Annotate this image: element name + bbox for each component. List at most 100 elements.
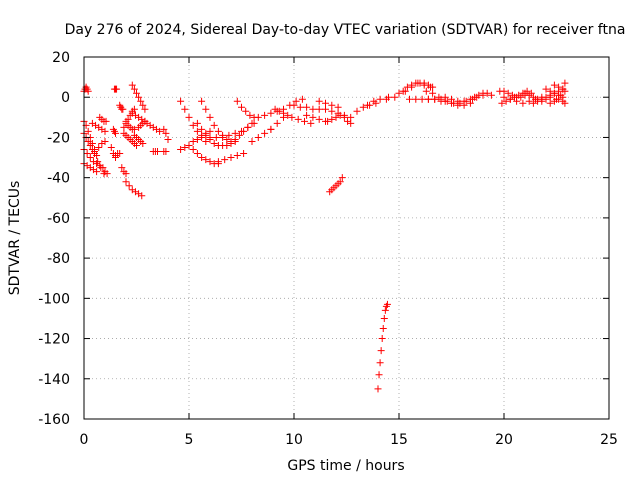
data-point bbox=[198, 154, 206, 162]
data-point bbox=[347, 113, 355, 121]
data-point bbox=[181, 105, 189, 113]
data-point bbox=[294, 115, 302, 123]
data-point bbox=[502, 97, 510, 105]
data-point bbox=[189, 137, 197, 145]
data-point bbox=[374, 385, 382, 393]
data-point bbox=[231, 135, 239, 143]
data-point bbox=[506, 95, 514, 103]
data-point bbox=[103, 170, 111, 178]
data-point bbox=[198, 97, 206, 105]
data-point bbox=[513, 97, 521, 105]
data-point bbox=[138, 192, 146, 200]
data-point bbox=[332, 113, 340, 121]
data-point bbox=[284, 111, 292, 119]
data-point bbox=[198, 125, 206, 133]
data-point bbox=[328, 115, 336, 123]
data-point bbox=[267, 125, 275, 133]
data-point bbox=[315, 97, 323, 105]
data-point bbox=[212, 133, 220, 141]
data-point bbox=[412, 95, 420, 103]
data-point bbox=[519, 99, 527, 107]
data-point bbox=[504, 89, 512, 97]
data-point bbox=[418, 95, 426, 103]
data-point bbox=[141, 105, 149, 113]
data-point bbox=[521, 89, 529, 97]
data-point bbox=[322, 99, 329, 107]
data-point bbox=[336, 178, 344, 186]
data-point bbox=[202, 105, 210, 113]
data-point bbox=[107, 144, 115, 151]
data-point bbox=[193, 135, 201, 143]
data-point bbox=[102, 117, 110, 125]
data-point bbox=[198, 133, 206, 141]
chart-title: Day 276 of 2024, Sidereal Day-to-day VTE… bbox=[65, 22, 626, 38]
data-point bbox=[324, 117, 332, 125]
data-point bbox=[391, 93, 399, 101]
data-point bbox=[546, 99, 554, 107]
data-point bbox=[334, 103, 342, 111]
data-point bbox=[261, 129, 269, 137]
y-axis-label: SDTVAR / TECUs bbox=[7, 181, 23, 296]
data-point bbox=[94, 158, 102, 166]
data-point bbox=[328, 107, 336, 115]
data-point bbox=[242, 107, 250, 115]
x-axis-label: GPS time / hours bbox=[287, 458, 404, 474]
data-point bbox=[206, 133, 214, 141]
data-point bbox=[125, 182, 133, 190]
data-point bbox=[95, 144, 103, 151]
data-point bbox=[244, 123, 252, 131]
data-point bbox=[193, 150, 201, 158]
data-point bbox=[160, 125, 168, 133]
data-point bbox=[128, 81, 136, 89]
data-point bbox=[130, 125, 138, 133]
data-point bbox=[347, 119, 355, 127]
data-point bbox=[93, 168, 101, 176]
data-point bbox=[181, 144, 189, 151]
data-point bbox=[133, 89, 140, 97]
data-point bbox=[546, 87, 554, 95]
data-point bbox=[84, 127, 92, 135]
data-point bbox=[189, 121, 197, 129]
y-tick-label: 20 bbox=[52, 50, 70, 66]
data-point bbox=[248, 119, 256, 127]
data-point bbox=[223, 135, 231, 143]
data-point bbox=[406, 95, 413, 103]
data-point bbox=[466, 95, 474, 103]
data-point bbox=[542, 93, 550, 101]
data-point bbox=[83, 150, 91, 158]
data-point bbox=[254, 113, 262, 121]
y-tick-label: -160 bbox=[38, 412, 70, 428]
y-tick-labels: 20 0 -20 -40 -60 -80 -100 -120 -140 -160 bbox=[38, 50, 70, 428]
data-point bbox=[376, 359, 384, 367]
data-point bbox=[227, 154, 235, 162]
y-tick-label: -60 bbox=[47, 211, 70, 227]
data-point bbox=[553, 95, 560, 103]
data-point bbox=[233, 97, 241, 105]
data-point bbox=[202, 137, 210, 145]
data-point bbox=[246, 111, 254, 119]
data-point bbox=[441, 93, 449, 101]
data-point bbox=[118, 164, 126, 172]
data-point bbox=[322, 105, 329, 113]
data-point bbox=[377, 347, 385, 355]
data-point bbox=[135, 93, 143, 101]
data-point bbox=[500, 87, 508, 95]
data-point bbox=[139, 139, 147, 147]
data-point bbox=[475, 91, 483, 99]
x-tick-label: 20 bbox=[495, 432, 513, 448]
data-point bbox=[84, 137, 92, 145]
data-point bbox=[235, 131, 243, 139]
data-point bbox=[422, 87, 430, 95]
data-point bbox=[378, 335, 386, 343]
data-point bbox=[271, 105, 279, 113]
data-point bbox=[424, 95, 432, 103]
data-point bbox=[233, 152, 241, 160]
data-point bbox=[292, 97, 300, 105]
data-point bbox=[177, 97, 185, 105]
y-tick-label: 0 bbox=[61, 90, 70, 106]
data-point bbox=[529, 93, 537, 101]
data-point bbox=[139, 101, 147, 109]
data-point bbox=[84, 87, 92, 95]
data-point bbox=[309, 113, 317, 121]
data-point bbox=[120, 123, 128, 131]
